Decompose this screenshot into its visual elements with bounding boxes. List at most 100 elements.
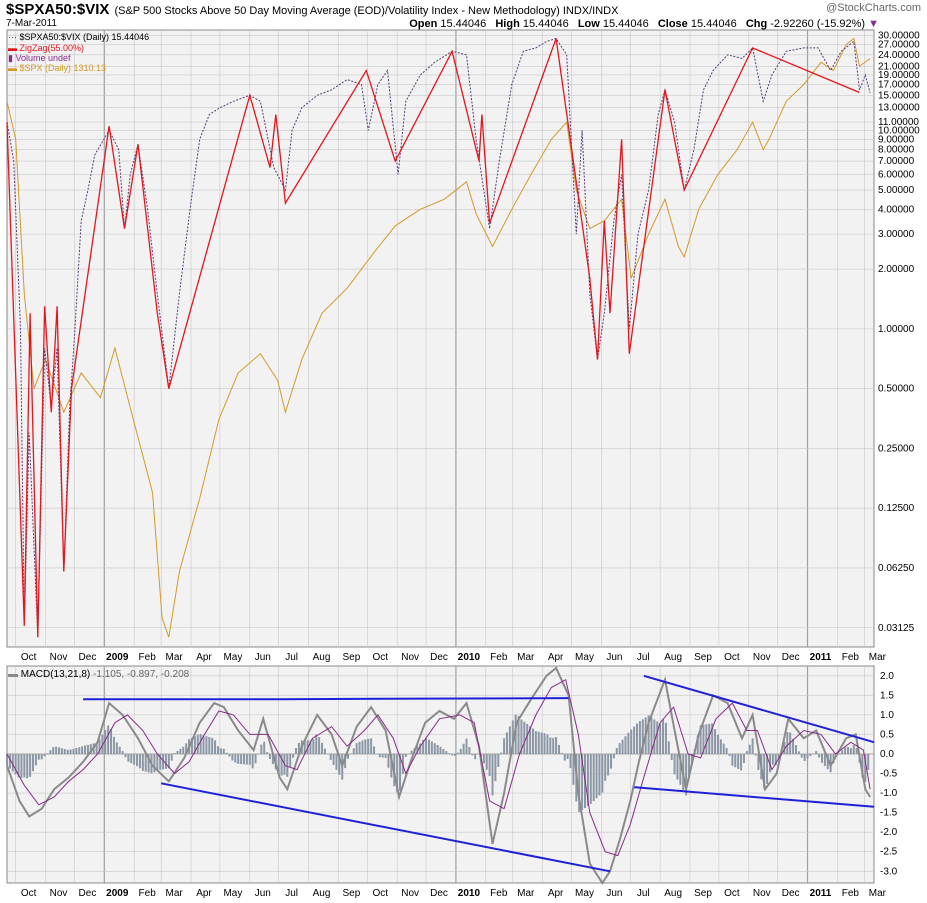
- brand-label[interactable]: @StockCharts.com: [826, 2, 921, 14]
- histogram-bar: [179, 748, 182, 754]
- histogram-bar: [595, 753, 598, 799]
- histogram-bar: [219, 748, 222, 754]
- histogram-bar: [26, 753, 29, 779]
- x-tick-label-bottom: Dec: [430, 888, 448, 899]
- volume-bars-icon: ▮: [8, 53, 13, 63]
- zigzag-swatch-icon: ▬: [8, 43, 17, 53]
- histogram-bar: [555, 737, 558, 754]
- histogram-bar: [560, 752, 563, 754]
- legend-volume-text: Volume undef: [15, 53, 71, 63]
- histogram-bar: [534, 731, 537, 754]
- histogram-bar: [581, 753, 584, 811]
- macd-y-tick-label: -1.5: [880, 808, 898, 819]
- dropdown-triangle-icon[interactable]: ▼: [868, 18, 879, 30]
- histogram-bar: [37, 753, 40, 760]
- histogram-bar: [234, 753, 237, 763]
- histogram-bar: [352, 748, 355, 754]
- histogram-bar: [361, 740, 364, 754]
- histogram-bar: [468, 746, 471, 754]
- histogram-bar: [138, 753, 141, 769]
- histogram-bar: [427, 739, 430, 754]
- histogram-bar: [598, 753, 601, 796]
- histogram-bar: [268, 753, 271, 760]
- histogram-bar: [373, 746, 376, 754]
- histogram-bar: [485, 753, 488, 770]
- histogram-bar: [774, 753, 777, 766]
- histogram-bar: [757, 753, 760, 771]
- histogram-bar: [500, 752, 503, 754]
- x-tick-label-top: Aug: [313, 652, 331, 663]
- y-tick-label: 30.00000: [878, 31, 920, 42]
- histogram-bar: [43, 753, 46, 757]
- x-tick-label-top: May: [575, 652, 594, 663]
- histogram-bar: [367, 738, 370, 754]
- histogram-bar: [295, 748, 297, 754]
- histogram-bar: [248, 753, 251, 765]
- x-tick-label-bottom: Feb: [842, 888, 860, 899]
- histogram-bar: [754, 753, 757, 756]
- histogram-bar: [864, 753, 867, 782]
- histogram-bar: [826, 753, 829, 770]
- histogram-bar: [321, 742, 324, 754]
- x-tick-label-top: Mar: [517, 652, 535, 663]
- histogram-bar: [766, 753, 769, 784]
- histogram-bar: [783, 741, 786, 754]
- x-tick-label-top: Mar: [166, 652, 184, 663]
- x-tick-label-bottom: Dec: [79, 888, 97, 899]
- histogram-bar: [604, 753, 607, 781]
- histogram-bar: [621, 739, 624, 754]
- x-tick-label-bottom: Nov: [401, 888, 419, 899]
- x-tick-label-bottom: Jul: [637, 888, 650, 899]
- histogram-bar: [422, 739, 425, 754]
- dotted-line-icon: ⋯: [8, 32, 17, 42]
- histogram-bar: [144, 753, 147, 772]
- y-tick-label: 8.00000: [878, 145, 915, 156]
- legend-macd: ▬ MACD(13,21,8) -1.105, -0.897, -0.208: [8, 669, 189, 680]
- x-tick-label-top: Feb: [490, 652, 508, 663]
- histogram-bar: [763, 753, 766, 789]
- histogram-bar: [841, 750, 844, 754]
- histogram-bar: [529, 726, 532, 754]
- histogram-bar: [401, 753, 404, 774]
- histogram-bar: [517, 716, 520, 754]
- macd-y-tick-label: -2.5: [880, 847, 898, 858]
- histogram-bar: [6, 753, 8, 766]
- histogram-bar: [664, 722, 667, 754]
- histogram-bar: [803, 753, 806, 761]
- x-tick-label-top: Nov: [50, 652, 68, 663]
- histogram-bar: [84, 745, 87, 754]
- x-tick-label-bottom: Jun: [606, 888, 622, 899]
- histogram-bar: [167, 753, 170, 769]
- histogram-bar: [508, 726, 511, 754]
- x-tick-label-top: Apr: [196, 652, 212, 663]
- histogram-bar: [211, 737, 214, 754]
- histogram-bar: [546, 734, 549, 754]
- histogram-bar: [182, 746, 185, 754]
- histogram-bar: [162, 753, 165, 770]
- y-tick-label: 24.00000: [878, 50, 920, 61]
- histogram-bar: [526, 723, 529, 754]
- histogram-bar: [381, 753, 384, 758]
- trendline: [83, 697, 569, 701]
- histogram-bar: [133, 753, 136, 765]
- histogram-bar: [734, 753, 737, 768]
- histogram-bar: [552, 737, 555, 754]
- histogram-bar: [315, 734, 318, 754]
- histogram-bar: [433, 743, 436, 754]
- histogram-bar: [659, 723, 662, 754]
- histogram-bar: [601, 753, 604, 793]
- x-tick-label-top: Oct: [21, 652, 37, 663]
- histogram-bar: [208, 737, 211, 754]
- histogram-bar: [205, 736, 208, 754]
- histogram-bar: [130, 753, 133, 764]
- histogram-bar: [676, 753, 679, 780]
- histogram-bar: [72, 748, 75, 754]
- histogram-bar: [410, 750, 413, 754]
- date-label: 7-Mar-2011: [6, 18, 57, 29]
- histogram-bar: [867, 753, 870, 770]
- macd-panel: [6, 665, 875, 884]
- x-tick-label-top: Sep: [342, 652, 360, 663]
- histogram-bar: [292, 753, 295, 758]
- histogram-bar: [462, 743, 465, 754]
- histogram-bar: [445, 751, 448, 754]
